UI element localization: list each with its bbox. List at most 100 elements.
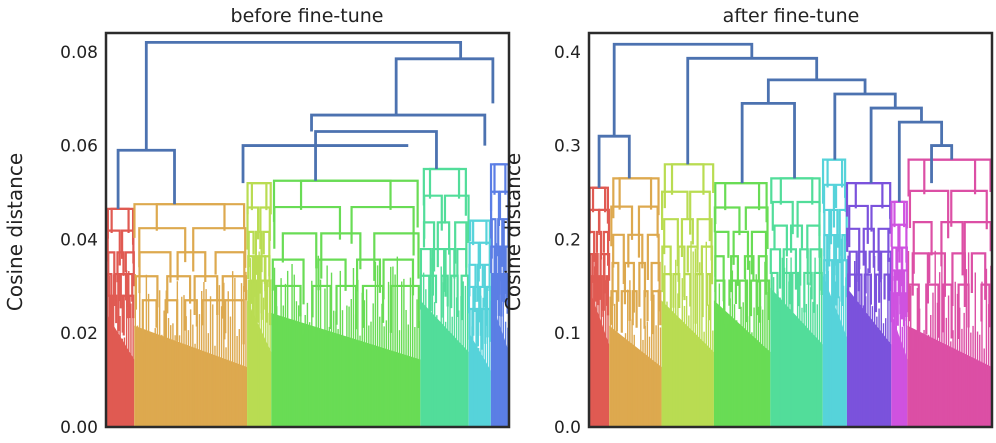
ytick-label: 0.00 <box>60 418 98 438</box>
cluster-branch <box>443 194 470 244</box>
ytick-label: 0.0 <box>554 418 581 438</box>
cluster-branch <box>911 252 929 304</box>
upper-links <box>116 40 495 209</box>
cluster-branch <box>247 279 253 311</box>
cluster-top-link <box>472 219 488 246</box>
dendrogram-link <box>241 144 409 184</box>
cluster-branch <box>468 263 477 302</box>
dendrogram-link <box>314 130 438 181</box>
cluster-branch <box>903 269 909 313</box>
cluster-branch <box>382 258 415 300</box>
cluster-top-link <box>155 203 226 231</box>
cluster-branch <box>680 218 694 257</box>
cluster-branch <box>454 221 468 268</box>
dendrogram-link <box>612 42 754 137</box>
ytick-label: 0.08 <box>60 43 98 63</box>
cluster-branch <box>478 241 491 273</box>
cluster-4 <box>769 177 823 427</box>
cluster-branch <box>660 190 689 230</box>
cluster-branch <box>124 251 135 287</box>
dendrogram-link <box>833 92 897 160</box>
cluster-branch <box>271 258 305 305</box>
cluster-branch <box>138 227 187 268</box>
cluster-top-link <box>618 177 653 210</box>
dendrogram-link <box>116 148 176 209</box>
cluster-branch <box>663 272 672 319</box>
dendrogram-link <box>869 106 923 184</box>
dendrogram-link <box>686 56 819 165</box>
cluster-branch <box>317 258 347 291</box>
cluster-top-link <box>724 181 761 211</box>
cluster-branch <box>106 229 121 266</box>
cluster-branch <box>423 194 443 239</box>
cluster-branch <box>589 252 594 291</box>
cluster-branch <box>126 272 134 307</box>
panel-before: before fine-tune Cosine distance 0.000.0… <box>3 5 511 438</box>
cluster-branch <box>361 284 385 328</box>
cluster-branch <box>133 203 246 238</box>
cluster-branch <box>214 251 246 292</box>
cluster-branch <box>823 208 831 257</box>
cluster-top-link <box>250 181 268 211</box>
cluster-branch <box>486 307 492 342</box>
cluster-8 <box>907 158 992 427</box>
cluster-branch <box>758 279 771 323</box>
cluster-branch <box>272 179 419 228</box>
cluster-0 <box>106 207 135 427</box>
cluster-branch <box>848 250 858 288</box>
panel-after: after fine-tune Cosine distance 0.00.10.… <box>501 5 994 438</box>
cluster-branch <box>589 208 601 234</box>
cluster-branch <box>908 283 920 336</box>
cluster-branch <box>838 208 848 256</box>
cluster-top-link <box>670 163 705 195</box>
cluster-branch <box>744 206 769 250</box>
cluster-branch <box>912 221 933 274</box>
cluster-branch <box>311 284 332 330</box>
cluster-branch <box>192 227 247 272</box>
cluster-branch <box>809 248 823 291</box>
cluster-branch <box>485 285 492 326</box>
cluster-0 <box>589 186 611 427</box>
cluster-branch <box>456 247 468 277</box>
cluster-branch <box>770 271 779 312</box>
cluster-branch <box>951 252 966 308</box>
cluster-3 <box>271 179 421 427</box>
cluster-branch <box>141 299 158 342</box>
title-before: before fine-tune <box>231 5 384 27</box>
cluster-branch <box>490 218 497 269</box>
leaf-mass <box>271 313 421 427</box>
cluster-branch <box>782 248 798 293</box>
cluster-branch <box>419 274 431 318</box>
cluster-branch <box>262 230 271 277</box>
cluster-branch <box>259 206 271 250</box>
cluster-branch <box>874 273 881 313</box>
cluster-branch <box>705 272 712 321</box>
cluster-branch <box>637 205 659 258</box>
ytick-label: 0.4 <box>554 43 581 63</box>
cluster-branch <box>612 233 625 285</box>
cluster-branch <box>877 227 890 271</box>
cluster-branch <box>389 284 420 333</box>
dendrogram-link <box>740 101 796 184</box>
cluster-branch <box>597 275 602 306</box>
cluster-branch <box>773 224 788 257</box>
cluster-5 <box>821 158 848 427</box>
cluster-branch <box>846 227 861 270</box>
cluster-branch <box>134 275 159 310</box>
cluster-branch <box>743 255 755 280</box>
leaf-mass <box>891 313 908 427</box>
leaf-mass <box>490 300 509 427</box>
cluster-2 <box>660 163 715 427</box>
cluster-top-link <box>428 167 461 199</box>
cluster-branch <box>350 205 415 256</box>
cluster-branch <box>107 251 116 278</box>
cluster-branch <box>611 261 620 306</box>
cluster-2 <box>246 181 272 427</box>
cluster-branch <box>419 247 432 276</box>
cluster-branch <box>266 279 272 326</box>
cluster-7 <box>890 200 909 427</box>
cluster-branch <box>247 255 254 284</box>
ytick-label: 0.1 <box>554 324 581 344</box>
cluster-branch <box>164 299 179 343</box>
